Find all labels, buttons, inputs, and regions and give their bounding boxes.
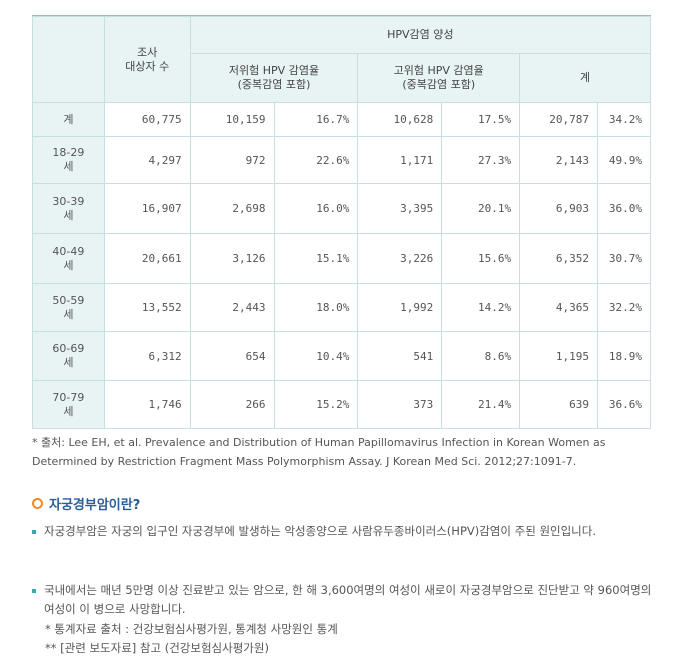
low-risk-rate: 18.0%: [273, 283, 359, 332]
table-row: 60-69 세 6,312 654 10.4% 541 8.6% 1,195 1…: [32, 331, 652, 381]
paragraph-text: 자궁경부암은 자궁의 입구인 자궁경부에 발생하는 악성종양으로 사람유두종바이…: [44, 524, 596, 538]
table-row: 40-49 세 20,661 3,126 15.1% 3,226 15.6% 6…: [32, 233, 652, 284]
header-total: 계: [519, 53, 651, 103]
low-risk-rate: 15.1%: [273, 233, 359, 284]
paragraph-text: 국내에서는 매년 5만명 이상 진료받고 있는 암으로, 한 해 3,600여명…: [44, 583, 652, 616]
row-age-label: 30-39 세: [32, 183, 105, 234]
high-risk-count: 10,628: [357, 102, 443, 137]
low-risk-rate: 15.2%: [273, 380, 359, 429]
high-risk-rate: 14.2%: [441, 283, 521, 332]
high-risk-count: 541: [357, 331, 443, 381]
paragraph-statistics: 국내에서는 매년 5만명 이상 진료받고 있는 암으로, 한 해 3,600여명…: [32, 581, 652, 619]
row-age-label: 계: [32, 102, 105, 137]
row-age-label: 50-59 세: [32, 283, 105, 332]
total-rate: 32.2%: [596, 283, 652, 332]
survey-count: 16,907: [103, 183, 191, 234]
high-risk-count: 373: [357, 380, 443, 429]
low-risk-count: 10,159: [189, 102, 275, 137]
low-risk-rate: 16.0%: [273, 183, 359, 234]
survey-count: 4,297: [103, 136, 191, 184]
row-age-label: 40-49 세: [32, 233, 105, 284]
low-risk-count: 654: [189, 331, 275, 381]
low-risk-count: 266: [189, 380, 275, 429]
total-count: 2,143: [519, 136, 598, 184]
low-risk-count: 3,126: [189, 233, 275, 284]
table-row: 70-79 세 1,746 266 15.2% 373 21.4% 639 36…: [32, 380, 652, 429]
total-rate: 18.9%: [596, 331, 652, 381]
total-rate: 36.6%: [596, 380, 652, 429]
corner-header: [32, 16, 105, 103]
section-title-text: 자궁경부암이란?: [49, 498, 141, 513]
total-count: 1,195: [519, 331, 598, 381]
high-risk-rate: 21.4%: [441, 380, 521, 429]
high-risk-count: 3,395: [357, 183, 443, 234]
low-risk-rate: 10.4%: [273, 331, 359, 381]
survey-count: 20,661: [103, 233, 191, 284]
high-risk-rate: 27.3%: [441, 136, 521, 184]
circle-bullet-icon: [32, 498, 43, 509]
table-row: 30-39 세 16,907 2,698 16.0% 3,395 20.1% 6…: [32, 183, 652, 234]
survey-count: 13,552: [103, 283, 191, 332]
high-risk-rate: 8.6%: [441, 331, 521, 381]
high-risk-rate: 17.5%: [441, 102, 521, 137]
section-title: 자궁경부암이란?: [32, 494, 140, 513]
total-count: 6,903: [519, 183, 598, 234]
low-risk-rate: 16.7%: [273, 102, 359, 137]
survey-count: 1,746: [103, 380, 191, 429]
row-age-label: 60-69 세: [32, 331, 105, 381]
low-risk-count: 2,443: [189, 283, 275, 332]
high-risk-count: 1,992: [357, 283, 443, 332]
header-high-risk: 고위험 HPV 감염율 (중복감염 포함): [357, 53, 521, 103]
row-age-label: 18-29 세: [32, 136, 105, 184]
total-rate: 36.0%: [596, 183, 652, 234]
total-rate: 49.9%: [596, 136, 652, 184]
total-count: 20,787: [519, 102, 598, 137]
low-risk-count: 2,698: [189, 183, 275, 234]
total-count: 639: [519, 380, 598, 429]
survey-count: 6,312: [103, 331, 191, 381]
table-row: 18-29 세 4,297 972 22.6% 1,171 27.3% 2,14…: [32, 136, 652, 184]
header-survey-count: 조사 대상자 수: [103, 16, 191, 103]
header-low-risk: 저위험 HPV 감염율 (중복감염 포함): [189, 53, 359, 103]
source-citation: * 출처: Lee EH, et al. Prevalence and Dist…: [32, 436, 606, 468]
high-risk-count: 3,226: [357, 233, 443, 284]
survey-count: 60,775: [103, 102, 191, 137]
low-risk-rate: 22.6%: [273, 136, 359, 184]
high-risk-rate: 20.1%: [441, 183, 521, 234]
total-count: 6,352: [519, 233, 598, 284]
square-bullet-icon: [32, 530, 36, 534]
low-risk-count: 972: [189, 136, 275, 184]
square-bullet-icon: [32, 589, 36, 593]
related-press-note[interactable]: ** [관련 보도자료] 참고 (건강보험심사평가원): [45, 641, 269, 655]
hpv-table: 조사 대상자 수 HPV감염 양성 저위험 HPV 감염율 (중복감염 포함) …: [32, 16, 652, 429]
total-count: 4,365: [519, 283, 598, 332]
table-row: 50-59 세 13,552 2,443 18.0% 1,992 14.2% 4…: [32, 283, 652, 332]
row-age-label: 70-79 세: [32, 380, 105, 429]
table-row: 계 60,775 10,159 16.7% 10,628 17.5% 20,78…: [32, 102, 652, 137]
header-hpv-positive: HPV감염 양성: [189, 16, 652, 54]
total-rate: 30.7%: [596, 233, 652, 284]
total-rate: 34.2%: [596, 102, 652, 137]
high-risk-count: 1,171: [357, 136, 443, 184]
high-risk-rate: 15.6%: [441, 233, 521, 284]
paragraph-definition: 자궁경부암은 자궁의 입구인 자궁경부에 발생하는 악성종양으로 사람유두종바이…: [32, 522, 652, 541]
statistics-source-note: * 통계자료 출처 : 건강보험심사평가원, 통계청 사망원인 통계: [45, 622, 338, 636]
